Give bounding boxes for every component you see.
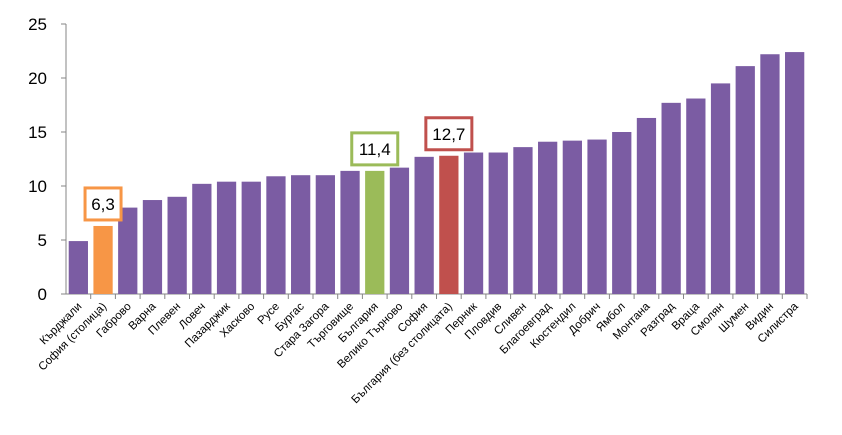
- bar: [340, 170, 360, 294]
- callout-label: 12,7: [432, 125, 465, 144]
- bar: [118, 207, 138, 294]
- bar: [365, 170, 385, 294]
- bar: [735, 66, 755, 295]
- bar: [587, 139, 607, 294]
- bar: [414, 156, 434, 294]
- bar: [760, 54, 780, 294]
- bar: [686, 98, 706, 295]
- bar: [93, 225, 113, 294]
- bar: [710, 83, 731, 295]
- callout-box: [424, 116, 474, 152]
- y-tick-label: 10: [28, 177, 47, 196]
- y-tick-label: 0: [38, 285, 47, 304]
- y-tick-label: 25: [28, 15, 47, 34]
- bar: [216, 181, 237, 294]
- bar: [513, 147, 533, 294]
- y-tick-label: 20: [28, 69, 47, 88]
- callout-box: [83, 186, 123, 222]
- callout-box: [350, 131, 400, 167]
- bar: [241, 181, 261, 294]
- y-tick-label: 5: [38, 231, 47, 250]
- bar: [167, 196, 187, 294]
- callout-label: 6,3: [91, 195, 115, 214]
- bar: [291, 175, 311, 294]
- bar: [463, 152, 484, 294]
- bar: [562, 140, 582, 294]
- bar: [68, 241, 88, 294]
- bar: [142, 200, 163, 294]
- bar: [439, 155, 459, 294]
- bar: [266, 176, 286, 294]
- bar: [488, 152, 508, 294]
- bar: [785, 52, 805, 294]
- bar: [612, 132, 632, 294]
- bar: [661, 102, 681, 294]
- bar: [315, 175, 335, 294]
- callout-label: 11,4: [359, 140, 391, 159]
- y-tick-label: 15: [28, 123, 47, 142]
- bar: [389, 167, 410, 294]
- bar: [636, 117, 657, 295]
- bar: [192, 183, 212, 294]
- bar: [538, 141, 558, 294]
